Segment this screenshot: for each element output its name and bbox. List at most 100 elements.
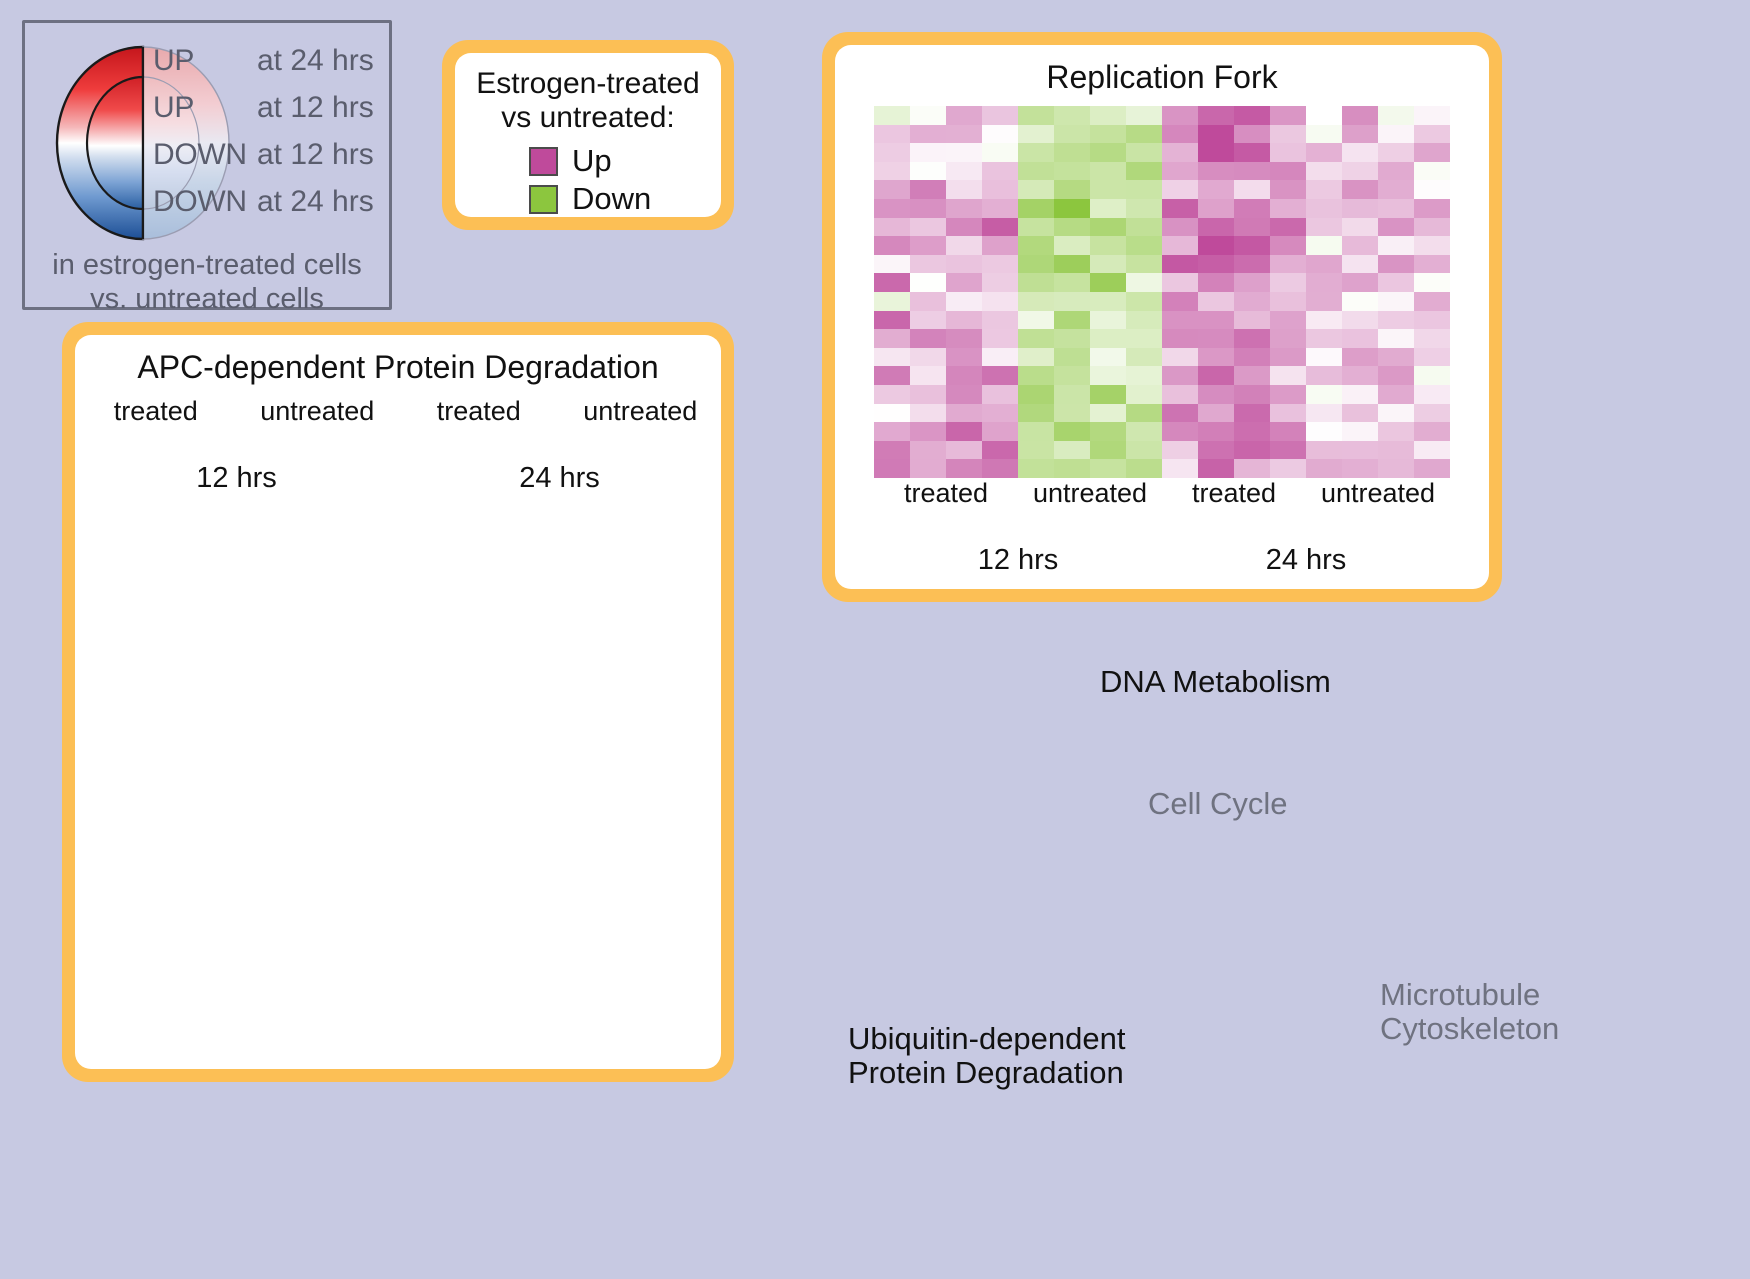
heatmap-cell xyxy=(1270,347,1306,367)
heatmap-cell xyxy=(874,422,910,441)
heatmap-cell xyxy=(1270,198,1306,218)
heatmap-cell xyxy=(1414,217,1450,237)
heatmap-cell xyxy=(1378,329,1414,348)
heatmap-cell xyxy=(874,310,910,330)
heatmap-cell xyxy=(1378,198,1414,218)
heatmap-cell xyxy=(1162,422,1198,441)
heatmap-cell xyxy=(1162,161,1198,181)
heatmap-cell xyxy=(1090,329,1126,348)
heatmap-cell xyxy=(1378,254,1414,274)
network-svg xyxy=(790,610,1750,1279)
heatmap-cell xyxy=(1162,310,1198,330)
heatmap-cell xyxy=(910,143,946,162)
heatmap-cell xyxy=(874,198,910,218)
heatmap-cell xyxy=(1378,273,1414,292)
heatmap-cell xyxy=(982,384,1018,404)
heatmap-cell xyxy=(1342,217,1378,237)
heatmap-cell xyxy=(1306,440,1342,460)
sample-group-label: untreated xyxy=(1320,477,1436,508)
heatmap-cell xyxy=(1270,273,1306,292)
heatmap-cell xyxy=(1342,291,1378,311)
heatmap-cell xyxy=(1090,106,1126,125)
heatmap-cell xyxy=(982,106,1018,125)
heatmap-cell xyxy=(1090,403,1126,423)
heatmap-cell xyxy=(1162,217,1198,237)
heatmap-cell xyxy=(1378,384,1414,404)
heatmap-cell xyxy=(1162,180,1198,199)
heatmap-cell xyxy=(1126,273,1162,292)
heatmap-cell xyxy=(910,254,946,274)
heatmap-cell xyxy=(1126,254,1162,274)
heatmap-cell xyxy=(1090,347,1126,367)
heatmap-cell xyxy=(1018,198,1054,218)
heatmap-cell xyxy=(1198,291,1234,311)
heatmap-cell xyxy=(1126,124,1162,144)
heatmap-cell xyxy=(1018,161,1054,181)
cluster-label-microtubule-cytoskeleton: Microtubule Cytoskeleton xyxy=(1380,977,1559,1046)
heatmap-cell xyxy=(1054,124,1090,144)
color-key-row: DOWN at 24 hrs xyxy=(153,178,393,225)
heatmap-cell xyxy=(1342,347,1378,367)
timepoint-color-bar xyxy=(75,449,721,458)
heatmap-cell xyxy=(1414,198,1450,218)
heatmap-cell xyxy=(1126,291,1162,311)
heatmap-cell xyxy=(1198,273,1234,292)
heatmap-cell xyxy=(1090,124,1126,144)
heatmap-cell xyxy=(1342,180,1378,199)
heatmap-cell xyxy=(1198,347,1234,367)
heatmap-cell xyxy=(1198,236,1234,255)
heatmap-cell xyxy=(1090,459,1126,478)
heatmap-cell xyxy=(1270,459,1306,478)
treatment-bar-segment-treated-12 xyxy=(75,429,237,444)
heatmap-cell xyxy=(1342,422,1378,441)
heatmap-grid xyxy=(874,106,1450,478)
heatmap-cell xyxy=(1306,273,1342,292)
heatmap-cell xyxy=(982,124,1018,144)
legend-title: Estrogen-treated vs untreated: xyxy=(465,67,711,134)
heatmap-cell xyxy=(1018,310,1054,330)
heatmap-cell xyxy=(1054,254,1090,274)
color-key-footer-line1: in estrogen-treated cells xyxy=(52,249,362,281)
treatment-color-bar xyxy=(75,429,721,444)
heatmap-cell xyxy=(910,310,946,330)
color-key-row: DOWN at 12 hrs xyxy=(153,131,393,178)
heatmap-cell xyxy=(982,180,1018,199)
heatmap-cell xyxy=(1234,254,1270,274)
heatmap-cell xyxy=(910,403,946,423)
heatmap-cell xyxy=(946,366,982,385)
cluster-label-dna-metabolism: DNA Metabolism xyxy=(1100,664,1331,699)
heatmap-cell xyxy=(1414,366,1450,385)
heatmap-cell xyxy=(1378,403,1414,423)
heatmap-cell xyxy=(1018,403,1054,423)
heatmap-cell xyxy=(1306,366,1342,385)
heatmap-cell xyxy=(1162,403,1198,423)
heatmap-cell xyxy=(1198,198,1234,218)
heatmap-cell xyxy=(1306,329,1342,348)
heatmap-cell xyxy=(1090,422,1126,441)
heatmap-cell xyxy=(982,217,1018,237)
heatmap-cell xyxy=(1414,254,1450,274)
heatmap-cell xyxy=(910,347,946,367)
heatmap-cell xyxy=(1126,384,1162,404)
heatmap-cell xyxy=(1414,236,1450,255)
color-key-time: at 12 hrs xyxy=(257,137,374,171)
heatmap-cell xyxy=(1306,124,1342,144)
heatmap-cell xyxy=(1054,161,1090,181)
timepoint-labels: 12 hrs 24 hrs xyxy=(75,462,721,495)
heatmap-cell xyxy=(874,291,910,311)
heatmap-cell xyxy=(1090,198,1126,218)
heatmap-cell xyxy=(1090,161,1126,181)
timepoint-color-bar xyxy=(874,531,1450,540)
heatmap-cell xyxy=(1126,106,1162,125)
heatmap-cell xyxy=(1234,422,1270,441)
heatmap-cell xyxy=(1018,106,1054,125)
heatmap-cell xyxy=(1270,124,1306,144)
sample-group-label: treated xyxy=(1191,477,1277,508)
timepoint-bar-segment-24hrs xyxy=(1162,531,1450,540)
heatmap-cell xyxy=(1162,198,1198,218)
heatmap-cell xyxy=(1054,422,1090,441)
heatmap-cell xyxy=(1054,198,1090,218)
heatmap-annotation-replication-fork: treated untreated treated untreated 12 h… xyxy=(874,478,1450,577)
heatmap-cell xyxy=(1270,440,1306,460)
heatmap-cell xyxy=(1234,329,1270,348)
